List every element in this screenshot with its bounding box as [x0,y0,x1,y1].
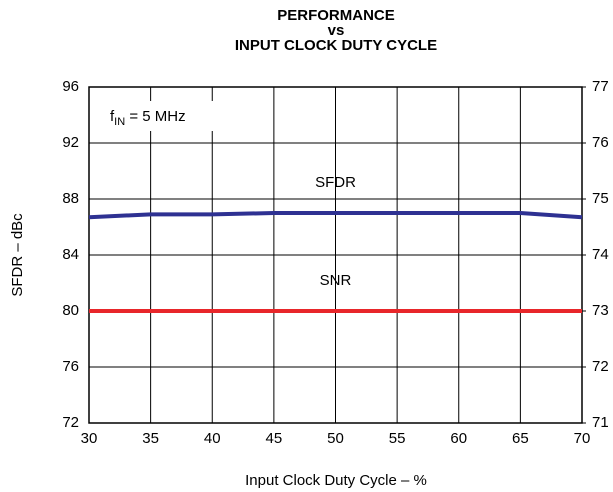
x-tick-label: 60 [450,430,467,447]
y-tick-label: 72 [62,414,79,431]
annotation: fIN = 5 MHz [110,108,186,128]
x-tick-label: 30 [81,430,98,447]
chart-title: PERFORMANCE [277,7,395,24]
y2-tick-label: 72 [592,358,609,375]
series-line [88,211,583,220]
y2-tick-label: 77 [592,78,609,95]
plot-frame [88,86,583,424]
annotation-box [100,101,216,131]
annotation-part: f [110,108,115,125]
y-tick-label: 96 [62,78,79,95]
y2-tick-label: 75 [592,190,609,207]
y-axis-label: SFDR – dBc [9,213,26,297]
series-label: SNR [320,272,352,289]
y-tick-label: 76 [62,358,79,375]
x-tick-label: 70 [574,430,591,447]
chart-title: INPUT CLOCK DUTY CYCLE [235,37,437,54]
y-tick-label: 88 [62,190,79,207]
y-tick-label: 84 [62,246,79,263]
chart-title: vs [328,22,345,39]
x-tick-label: 45 [266,430,283,447]
series-label: SFDR [315,174,356,191]
y2-tick-label: 71 [592,414,609,431]
x-tick-label: 50 [327,430,344,447]
y2-tick-label: 73 [592,302,609,319]
y2-tick-label: 74 [592,246,609,263]
annotation-part: = 5 MHz [125,108,185,125]
annotation-part: IN [114,116,125,128]
y2-tick-label: 76 [592,134,609,151]
x-tick-label: 65 [512,430,529,447]
x-tick-label: 40 [204,430,221,447]
x-axis-label: Input Clock Duty Cycle – % [245,472,427,489]
y-tick-label: 80 [62,302,79,319]
x-tick-label: 55 [389,430,406,447]
x-tick-label: 35 [142,430,159,447]
y-tick-label: 92 [62,134,79,151]
